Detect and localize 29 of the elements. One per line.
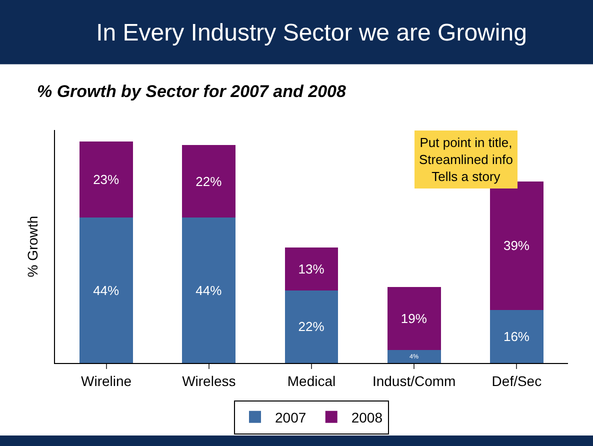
chart-title: In Every Industry Sector we are Growing [96,19,527,46]
data-label: 22% [196,174,222,189]
bar [284,290,338,363]
y-axis-title: % Growth [24,216,41,278]
legend-label: 2007 [275,409,306,426]
data-label: 44% [196,282,222,298]
chart-subtitle: % Growth by Sector for 2007 and 2008 [37,82,346,101]
x-tick-label: Wireline [81,372,132,389]
data-label: 22% [298,319,325,334]
data-label: 44% [93,282,120,298]
bar [387,350,441,363]
bar [182,144,236,218]
bar [182,218,236,363]
bar [387,287,441,350]
bar [80,142,133,218]
bar [80,218,133,363]
annotation: Put point in title, Streamlined info Tells a story [419,135,513,184]
legend-label: 2008 [351,409,383,426]
data-label: 16% [503,329,530,344]
data-label: 19% [400,310,428,326]
x-tick-label: Medical [287,372,336,389]
x-tick-label: Wireless [182,372,236,389]
x-tick-label: Indust/Comm [372,372,456,389]
data-label: 39% [503,238,530,254]
bar [284,247,338,290]
data-label: 23% [93,172,120,188]
data-label: 13% [298,261,325,276]
bar [490,310,544,363]
x-tick-label: Def/Sec [492,372,542,389]
